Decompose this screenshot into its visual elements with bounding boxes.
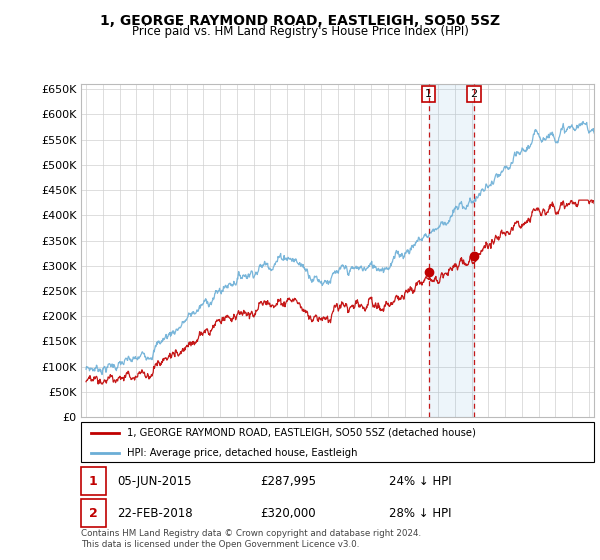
Text: 1: 1 <box>89 475 98 488</box>
Text: £287,995: £287,995 <box>260 475 317 488</box>
Bar <box>81 499 106 527</box>
Bar <box>428 84 474 417</box>
Bar <box>81 467 106 496</box>
Text: 22-FEB-2018: 22-FEB-2018 <box>117 506 193 520</box>
Text: 28% ↓ HPI: 28% ↓ HPI <box>389 506 451 520</box>
Text: Contains HM Land Registry data © Crown copyright and database right 2024.
This d: Contains HM Land Registry data © Crown c… <box>81 529 421 549</box>
Text: £320,000: £320,000 <box>260 506 316 520</box>
Text: 05-JUN-2015: 05-JUN-2015 <box>117 475 191 488</box>
Text: 2: 2 <box>89 506 98 520</box>
Text: 1, GEORGE RAYMOND ROAD, EASTLEIGH, SO50 5SZ: 1, GEORGE RAYMOND ROAD, EASTLEIGH, SO50 … <box>100 14 500 28</box>
Text: 2: 2 <box>470 89 478 99</box>
Text: 1: 1 <box>425 89 432 99</box>
Text: HPI: Average price, detached house, Eastleigh: HPI: Average price, detached house, East… <box>127 448 358 458</box>
Text: 1, GEORGE RAYMOND ROAD, EASTLEIGH, SO50 5SZ (detached house): 1, GEORGE RAYMOND ROAD, EASTLEIGH, SO50 … <box>127 428 476 438</box>
Text: Price paid vs. HM Land Registry's House Price Index (HPI): Price paid vs. HM Land Registry's House … <box>131 25 469 38</box>
Text: 24% ↓ HPI: 24% ↓ HPI <box>389 475 451 488</box>
